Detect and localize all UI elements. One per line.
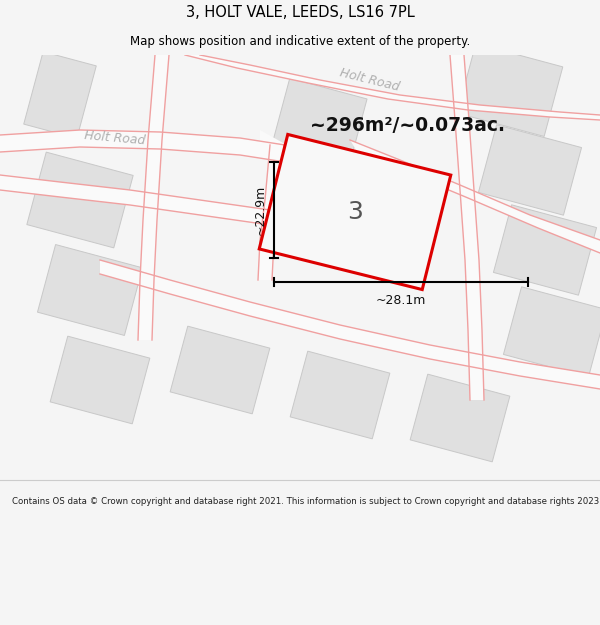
Polygon shape	[258, 145, 284, 280]
Polygon shape	[457, 44, 563, 136]
Polygon shape	[493, 205, 596, 295]
Polygon shape	[350, 140, 600, 253]
Polygon shape	[410, 374, 510, 462]
Polygon shape	[24, 52, 96, 138]
Polygon shape	[503, 287, 600, 378]
Text: ~296m²/~0.073ac.: ~296m²/~0.073ac.	[310, 116, 505, 134]
Polygon shape	[0, 175, 270, 225]
Polygon shape	[0, 130, 285, 162]
Polygon shape	[50, 336, 150, 424]
Polygon shape	[185, 55, 600, 120]
Text: ~28.1m: ~28.1m	[376, 294, 426, 306]
Polygon shape	[27, 152, 133, 248]
Text: 3: 3	[347, 200, 363, 224]
Polygon shape	[259, 134, 451, 289]
Text: 3, HOLT VALE, LEEDS, LS16 7PL: 3, HOLT VALE, LEEDS, LS16 7PL	[185, 4, 415, 19]
Polygon shape	[260, 130, 285, 162]
Polygon shape	[273, 78, 367, 162]
Text: Holt Road: Holt Road	[339, 66, 401, 94]
Text: Contains OS data © Crown copyright and database right 2021. This information is : Contains OS data © Crown copyright and d…	[12, 498, 600, 506]
Text: Map shows position and indicative extent of the property.: Map shows position and indicative extent…	[130, 35, 470, 48]
Text: Holt Road: Holt Road	[84, 129, 146, 147]
Polygon shape	[283, 158, 377, 242]
Polygon shape	[450, 55, 484, 400]
Polygon shape	[138, 55, 169, 340]
Polygon shape	[37, 244, 143, 336]
Polygon shape	[170, 326, 270, 414]
Polygon shape	[290, 351, 390, 439]
Polygon shape	[478, 125, 581, 215]
Polygon shape	[100, 260, 600, 389]
Text: ~22.9m: ~22.9m	[254, 185, 266, 235]
